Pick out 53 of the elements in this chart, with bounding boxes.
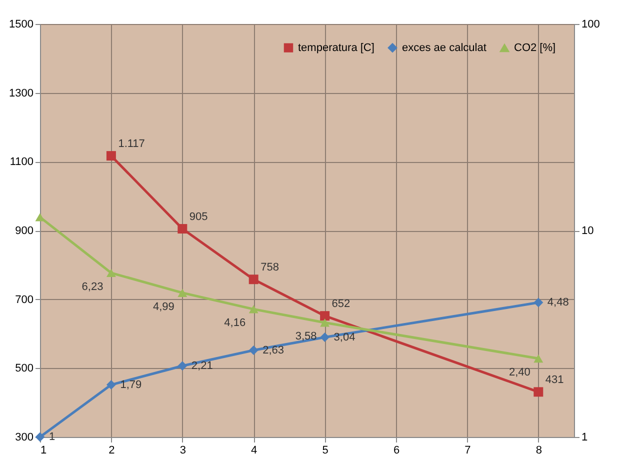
y2-tick-label: 1: [582, 432, 588, 444]
data-label: 905: [189, 210, 208, 223]
data-label: 652: [332, 298, 350, 310]
y2-tick-label: 10: [582, 225, 594, 237]
y2-tick-label: 100: [582, 18, 600, 30]
x-tick-label: 5: [322, 444, 328, 456]
point: [178, 224, 188, 234]
x-tick-label: 7: [464, 444, 471, 456]
data-label: 1,79: [120, 378, 142, 391]
data-label: 3,58: [295, 330, 317, 343]
x-tick-label: 6: [393, 444, 400, 456]
point: [320, 332, 330, 342]
point: [248, 305, 258, 314]
point: [178, 361, 188, 371]
data-label: 758: [260, 261, 279, 274]
x-tick-label: 1: [40, 444, 47, 456]
data-label: 2,40: [508, 366, 530, 378]
point: [534, 354, 544, 363]
point: [534, 298, 544, 308]
y-tick-label: 500: [15, 362, 34, 375]
point: [106, 151, 116, 161]
data-label: 431: [545, 374, 564, 386]
point: [178, 288, 188, 297]
x-tick-label: 8: [536, 444, 542, 456]
point: [320, 311, 330, 321]
point: [106, 380, 116, 390]
y-tick-label: 1100: [10, 156, 34, 168]
y-tick-label: 700: [15, 294, 34, 306]
data-label: 3,04: [334, 331, 356, 344]
point: [106, 268, 116, 278]
x-tick-label: 3: [180, 444, 186, 456]
data-label: 4,48: [547, 296, 569, 309]
y-tick-label: 900: [15, 225, 34, 237]
legend-label: CO2 [%]: [514, 42, 556, 54]
y-tick-label: 1500: [9, 18, 34, 30]
data-label: 2,21: [191, 360, 213, 372]
data-label: 2,63: [262, 344, 284, 356]
legend-label: temperatura [C]: [298, 42, 374, 54]
point: [320, 318, 330, 327]
data-label: 6,23: [82, 280, 104, 293]
point: [248, 274, 258, 284]
x-tick-label: 2: [108, 444, 115, 456]
legend-label: exces ae calculat: [402, 42, 486, 54]
data-label: 1: [49, 431, 56, 443]
data-label: 4,16: [224, 317, 246, 330]
y-tick-label: 1300: [9, 87, 34, 100]
point: [248, 346, 258, 356]
data-label: 1.117: [118, 138, 145, 150]
x-tick-label: 4: [251, 444, 258, 456]
y-tick-label: 300: [15, 432, 34, 444]
point: [534, 387, 544, 397]
data-label: 4,99: [152, 300, 174, 313]
point: [35, 213, 45, 222]
